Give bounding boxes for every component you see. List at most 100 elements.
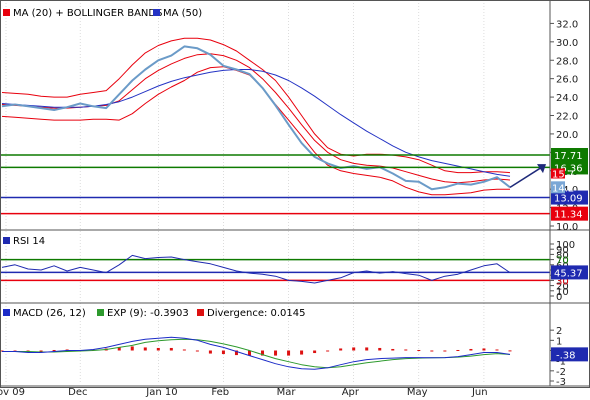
level-label: 17.71 [554,151,583,162]
level-label: 16.36 [554,163,583,174]
y-tick-label: 10.0 [556,222,578,233]
exp-legend-swatch [97,309,104,316]
y-tick-label: 24.0 [556,93,578,104]
divergence-bar [456,349,460,351]
divergence-bar [130,346,134,351]
divergence-bar [182,349,186,351]
x-tick-label: May [407,387,428,398]
y-tick-label: 30 [556,276,569,287]
divergence-bar [300,350,304,355]
macd-legend: MACD (26, 12) EXP (9): -0.3903 Divergenc… [3,308,306,319]
rsi-value-badge [551,265,588,280]
ma20-label: 15.7 [552,170,574,181]
x-tick-label: Jan 10 [145,387,177,398]
divergence-bar [117,347,121,351]
y-tick-label: 1 [556,336,562,347]
y-tick-label: 20 [556,282,569,293]
divergence-bar [495,349,499,351]
rsi-line [1,254,511,284]
y-tick-label: 20.0 [556,130,578,141]
divergence-bar [391,348,395,351]
y-tick-label: 70 [556,256,569,267]
y-tick-label: 2 [556,326,562,337]
macd-line [2,336,511,370]
divergence-bar [195,350,199,352]
level-badge [551,148,588,163]
trend-arrow-line [509,166,543,188]
divergence-bar [169,347,173,351]
divergence-bar [508,350,512,352]
y-tick-label: 30.0 [556,38,578,49]
level-label: 11.34 [554,210,583,221]
level-label: 13.09 [554,194,583,205]
divergence-bar [39,350,43,352]
divergence-bar [274,350,278,356]
divergence-bar [365,347,369,351]
y-tick-label: 10 [556,287,569,298]
divergence-bar [156,347,160,351]
divergence-bar [378,347,382,351]
level-badge [551,190,588,205]
ma20-badge [551,168,565,179]
divergence-bar [247,350,251,356]
y-tick-label: 90 [556,245,569,256]
macd-legend-swatch [3,309,10,316]
divergence-bar [417,349,421,351]
divergence-bar [221,350,225,355]
last-price-label: 14.2 [552,183,574,194]
ma20-legend-label: MA (20) + BOLLINGER BANDS [13,8,162,19]
rsi-value-label: 45.37 [554,268,583,279]
macd-legend-label: MACD (26, 12) [13,308,86,319]
x-tick-label: Apr [342,387,360,398]
divergence-bar [65,349,69,351]
level-badge [551,206,588,221]
divergence-bar [326,350,330,352]
y-tick-label: 22.0 [556,112,578,123]
divergence-bar [313,350,317,354]
x-tick-label: Feb [211,387,229,398]
y-tick-label: 28.0 [556,56,578,67]
divergence-bar [469,348,473,351]
x-tick-label: Dec [68,387,87,398]
divergence-legend-label: Divergence: 0.0145 [207,308,306,319]
divergence-bar [208,350,212,354]
ma20-legend-swatch [3,9,10,16]
ma50-legend-label: MA (50) [163,8,202,19]
rsi-legend: RSI 14 [3,236,45,247]
x-tick-label: ov 09 [0,387,25,398]
y-tick-label: 100 [556,240,575,251]
y-tick-label: 32.0 [556,19,578,30]
macd-value-label: -.38 [556,350,576,361]
divergence-bar [339,348,343,351]
last-price-badge [551,181,565,194]
bollinger-upper-line [1,37,511,174]
ma50-line [1,69,511,177]
divergence-bar [430,350,434,352]
divergence-legend-swatch [197,309,204,316]
exp-legend-label: EXP (9): -0.3903 [107,308,189,319]
series-layer [0,37,550,370]
rsi-level-label: 70 [556,256,569,267]
y-tick-label: 0 [556,292,562,303]
divergence-bar [143,347,147,351]
x-tick-label: Jun [471,387,488,398]
divergence-bar [404,349,408,351]
y-tick-label: -3 [556,377,566,388]
y-tick-label: -1 [556,357,566,368]
rsi-level-label: 30 [556,276,569,287]
divergence-bar [234,350,238,356]
divergence-bar [287,350,291,356]
y-tick-label: 80 [556,250,569,261]
price-legend: MA (20) + BOLLINGER BANDS MA (50) [3,8,202,19]
divergence-bar [443,350,447,352]
trend-arrow-head [537,164,546,174]
x-tick-label: Mar [277,387,297,398]
ma50-legend-swatch [153,9,160,16]
y-tick-label: -2 [556,367,566,378]
rsi-legend-label: RSI 14 [13,236,45,247]
macd-value-badge [551,347,588,362]
y-tick-label: 26.0 [556,75,578,86]
